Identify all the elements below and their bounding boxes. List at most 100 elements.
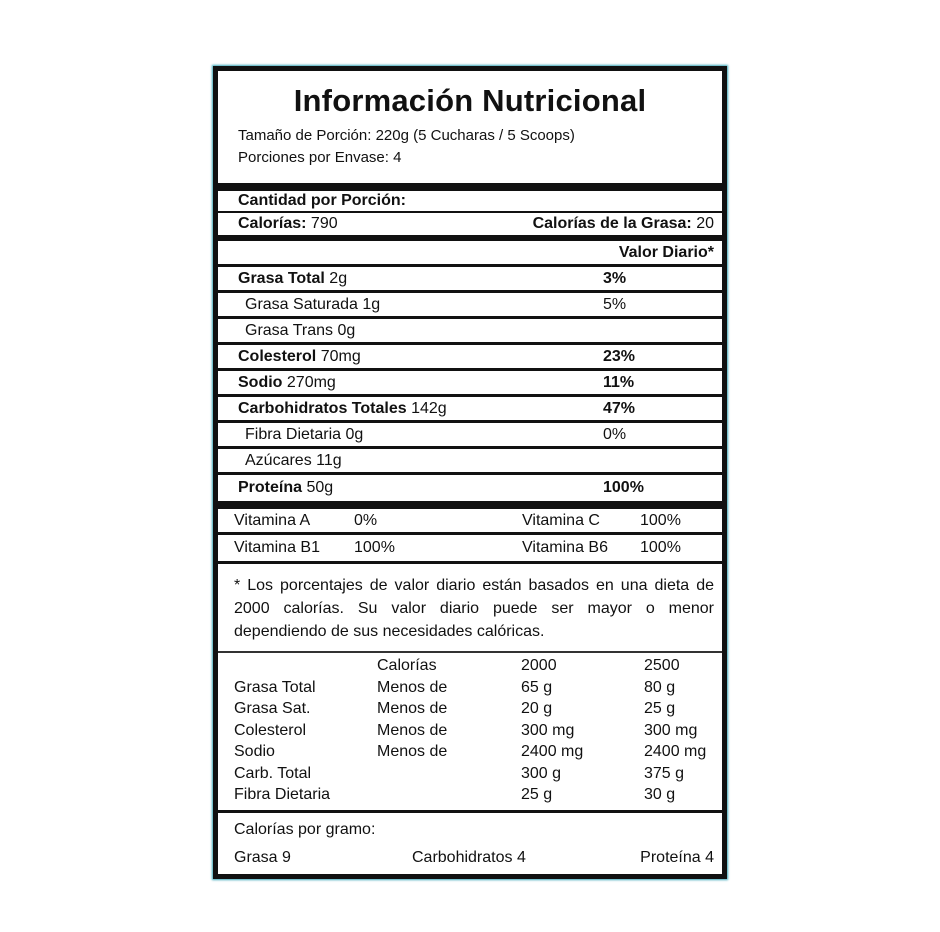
nutrient-daily-value: 23%: [603, 347, 636, 365]
vitamin-value: 100%: [354, 539, 395, 556]
reference-cell: 65 g: [521, 678, 553, 696]
nutrient-daily-value: 0%: [603, 425, 627, 443]
nutrient-name: Colesterol: [238, 347, 317, 365]
reference-cell: 2000: [521, 657, 557, 674]
divider: [218, 235, 722, 241]
vitamin-value: 100%: [640, 539, 681, 556]
reference-row: Carb. Total 300 g 375 g: [234, 765, 722, 787]
reference-cell: Menos de: [377, 700, 448, 717]
nutrient-name: Grasa Trans: [245, 321, 334, 339]
amount-per-serving: Cantidad por Porción:: [218, 191, 722, 213]
nutrient-name: Grasa Saturada: [245, 295, 358, 313]
nutrient-amount: 50g: [306, 479, 334, 496]
reference-cell: 2400 mg: [521, 743, 584, 760]
vitamin-name: Vitamina C: [522, 511, 600, 529]
reference-row: Calorías 2000 2500: [234, 657, 722, 679]
nutrient-row: Azúcares 11g: [218, 449, 722, 475]
nutrient-row: Fibra Dietaria 0g 0%: [218, 423, 722, 449]
vitamin-name: Vitamina A: [234, 511, 311, 529]
nutrient-daily-value: 47%: [603, 399, 636, 417]
reference-row: Colesterol Menos de 300 mg 300 mg: [234, 722, 722, 744]
reference-cell: 300 mg: [521, 721, 575, 739]
nutrient-daily-value: 100%: [603, 479, 644, 496]
calories-per-gram-label: Calorías por gramo:: [234, 821, 376, 838]
nutrient-name: Sodio: [238, 373, 283, 391]
reference-row: Fibra Dietaria 25 g 30 g: [234, 786, 722, 808]
vitamin-list: Vitamina A 0% Vitamina C 100% Vitamina B1 100…: [218, 509, 722, 561]
footnote: * Los porcentajes de valor diario están …: [218, 561, 722, 653]
nutrition-label: Información Nutricional Tamaño de Porció…: [213, 66, 727, 879]
title-block: Información Nutricional Tamaño de Porció…: [218, 71, 722, 183]
fat-calories-label: Calorías de la Grasa:: [532, 215, 692, 232]
vitamin-value: 0%: [354, 511, 378, 529]
reference-cell: 375 g: [644, 764, 685, 782]
reference-table: Calorías 2000 2500 Grasa Total Menos de 65 g 8…: [218, 653, 722, 813]
divider: [218, 183, 722, 191]
reference-cell: Calorías: [377, 657, 437, 674]
vitamin-row: Vitamina A 0% Vitamina C 100%: [218, 509, 722, 535]
reference-cell: 80 g: [644, 678, 676, 696]
nutrient-amount: 1g: [362, 295, 381, 313]
reference-cell: Menos de: [377, 721, 448, 739]
nutrient-daily-value: 11%: [603, 373, 635, 391]
servings-per-container: Porciones por Envase: 4: [238, 149, 402, 166]
nutrient-daily-value: 5%: [603, 295, 627, 313]
reference-cell: Grasa Sat.: [234, 700, 311, 717]
reference-cell: Grasa Total: [234, 678, 316, 696]
nutrient-row: Carbohidratos Totales 142g 47%: [218, 397, 722, 423]
nutrient-row: Grasa Trans 0g: [218, 319, 722, 345]
reference-cell: Colesterol: [234, 721, 307, 739]
nutrient-name: Grasa Total: [238, 269, 325, 287]
reference-cell: 300 mg: [644, 721, 698, 739]
vitamin-name: Vitamina B1: [234, 539, 320, 556]
nutrient-amount: 0g: [337, 321, 356, 339]
nutrient-row: Grasa Total 2g 3%: [218, 267, 722, 293]
nutrient-name: Fibra Dietaria: [245, 425, 342, 443]
reference-cell: 2500: [644, 657, 680, 674]
reference-cell: 25 g: [644, 700, 676, 717]
calories-row: Calorías: 790 Calorías de la Grasa: 20: [218, 213, 722, 235]
label-title: Información Nutricional: [293, 83, 647, 118]
nutrient-row: Proteína 50g 100%: [218, 475, 722, 501]
reference-cell: 25 g: [521, 786, 553, 803]
nutrient-amount: 2g: [329, 269, 348, 287]
nutrient-amount: 11g: [316, 451, 342, 469]
nutrient-name: Azúcares: [245, 451, 312, 469]
reference-cell: Menos de: [377, 678, 448, 696]
nutrient-daily-value: 3%: [603, 269, 627, 287]
nutrient-amount: 70mg: [320, 347, 361, 365]
nutrient-row: Grasa Saturada 1g 5%: [218, 293, 722, 319]
protein-per-gram: Proteína 4: [640, 849, 714, 866]
reference-cell: 30 g: [644, 786, 676, 803]
vitamin-value: 100%: [640, 511, 681, 529]
reference-row: Grasa Total Menos de 65 g 80 g: [234, 679, 722, 701]
fat-calories-value: 20: [696, 215, 714, 232]
fat-per-gram: Grasa 9: [234, 849, 291, 866]
reference-row: Grasa Sat. Menos de 20 g 25 g: [234, 700, 722, 722]
nutrient-amount: 142g: [411, 399, 447, 417]
reference-cell: 2400 mg: [644, 743, 707, 760]
reference-cell: 20 g: [521, 700, 553, 717]
serving-size: Tamaño de Porción: 220g (5 Cucharas / 5 …: [238, 127, 575, 144]
nutrient-name: Carbohidratos Totales: [238, 399, 407, 417]
nutrient-row: Colesterol 70mg 23%: [218, 345, 722, 371]
daily-value-header: Valor Diario*: [618, 243, 714, 261]
reference-cell: Carb. Total: [234, 764, 312, 782]
nutrient-amount: 0g: [345, 425, 364, 443]
reference-row: Sodio Menos de 2400 mg 2400 mg: [234, 743, 722, 765]
nutrient-amount: 270mg: [286, 373, 336, 391]
calories-value: 790: [310, 215, 338, 232]
carbs-per-gram: Carbohidratos 4: [412, 849, 526, 866]
reference-cell: Sodio: [234, 743, 275, 760]
calories-per-gram: Calorías por gramo: Grasa 9 Carbohidrato…: [218, 813, 722, 874]
reference-cell: Menos de: [377, 743, 448, 760]
vitamin-name: Vitamina B6: [522, 539, 608, 556]
reference-cell: 300 g: [521, 764, 562, 782]
nutrient-name: Proteína: [238, 479, 303, 496]
nutrient-list: Grasa Total 2g 3% Grasa Saturada 1g 5% Grasa…: [218, 267, 722, 501]
daily-value-header-row: Valor Diario*: [218, 241, 722, 267]
reference-cell: Fibra Dietaria: [234, 786, 331, 803]
divider: [218, 501, 722, 509]
calories-label: Calorías:: [238, 215, 307, 232]
vitamin-row: Vitamina B1 100% Vitamina B6 100%: [218, 535, 722, 561]
